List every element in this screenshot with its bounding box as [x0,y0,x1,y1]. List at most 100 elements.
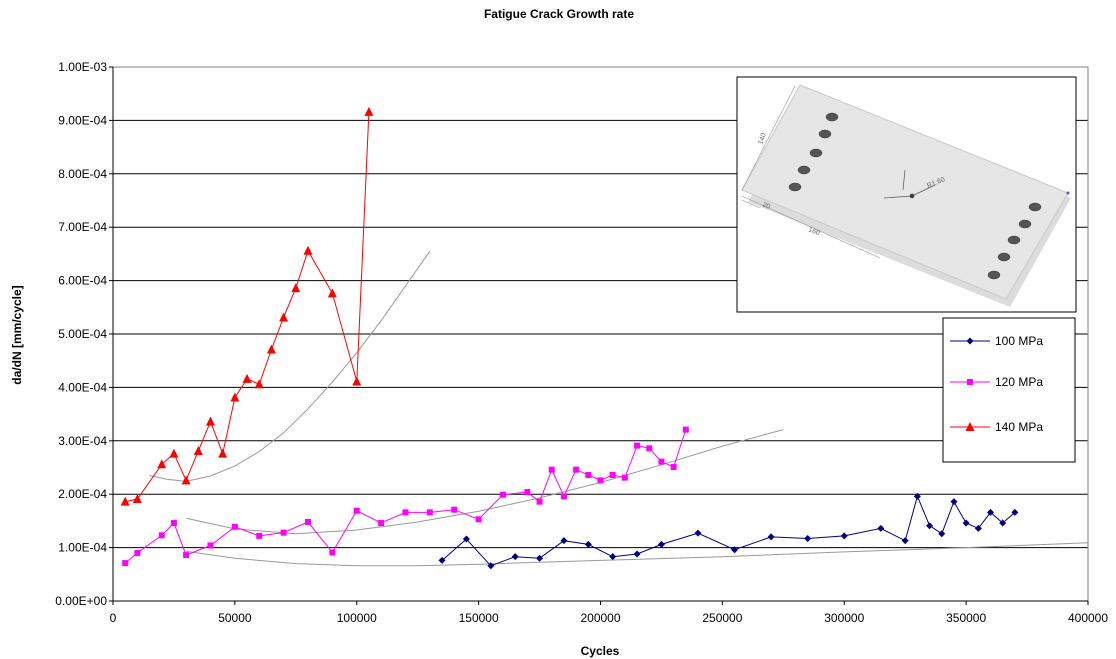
data-point [475,516,482,523]
legend-marker [966,337,974,345]
legend-label: 140 MPa [995,420,1043,434]
data-point [584,540,592,548]
data-point [193,445,203,455]
series-diamond [438,492,1019,570]
x-tick-label: 150000 [459,611,499,625]
y-tick-label: 8.00E-04 [58,167,107,181]
chart-title: Fatigue Crack Growth rate [484,7,634,21]
data-point [500,491,506,498]
data-point [280,529,287,536]
data-point [451,506,458,513]
x-tick-label: 250000 [702,611,742,625]
y-tick-label: 7.00E-04 [58,220,107,234]
data-point [597,477,604,484]
data-point [840,532,848,540]
data-point [352,376,362,386]
x-axis-ticks: 0 50000 100000 150000 200000 250000 300000 3500… [110,600,1108,625]
data-point [183,552,190,559]
data-point [585,471,592,478]
data-point [120,496,130,506]
x-tick-label: 0 [110,611,117,625]
data-point [901,537,909,545]
data-point [207,542,214,549]
y-tick-label: 0.00E+00 [55,594,107,608]
data-point [536,498,543,505]
x-tick-label: 200000 [580,611,620,625]
data-point [731,546,739,554]
data-point [353,507,360,514]
specimen-plate [741,84,1069,300]
data-point [926,522,934,530]
data-point [303,245,313,255]
inset-dimension-label: 20 [761,201,771,210]
x-axis-title: Cycles [581,644,620,658]
legend: 100 MPa 120 MPa 140 MPa [942,317,1076,463]
trendline [186,542,1089,567]
data-point [694,529,702,537]
data-point [279,312,289,322]
series-group [120,106,1019,570]
data-point [938,530,946,538]
data-point [438,556,446,564]
data-point [157,459,167,469]
data-point [682,426,689,433]
trendline [149,250,431,482]
data-point [877,524,885,532]
data-point [962,519,970,527]
data-point [609,471,616,478]
data-point [402,509,409,516]
data-point [634,442,641,449]
y-axis-title: da/dN [mm/cycle] [10,285,24,384]
y-tick-label: 2.00E-04 [58,487,107,501]
data-point [511,553,519,561]
data-point [158,532,165,539]
legend-marker [965,422,975,431]
inset-dimension-label: 160 [807,226,821,237]
data-point [658,458,665,465]
data-point [487,562,495,570]
y-tick-label: 3.00E-04 [58,434,107,448]
specimen-inset: 140 20 160 R1.60 [736,76,1077,313]
data-point [1011,508,1019,516]
y-tick-label: 4.00E-04 [58,380,107,394]
data-point [169,448,179,458]
data-point [181,475,191,485]
data-point [132,494,142,504]
specimen-notch [883,169,936,199]
data-point [999,519,1007,527]
y-tick-label: 1.00E-04 [58,541,107,555]
legend-box [942,317,1076,463]
data-point [573,466,580,473]
data-point [426,509,433,516]
series-square [122,426,689,567]
inset-blue-dot [1066,191,1070,195]
data-point [378,520,385,527]
series-triangle [120,106,374,506]
data-point [254,379,264,389]
data-point [524,489,531,496]
data-point [621,474,628,481]
data-point [134,549,141,556]
data-point [987,508,994,516]
data-point [122,560,129,567]
data-point [670,463,677,470]
series-line [125,111,370,503]
x-tick-label: 400000 [1068,611,1108,625]
data-point [804,535,812,543]
data-point [206,416,215,426]
legend-label: 100 MPa [995,334,1043,348]
data-point [657,540,665,548]
data-point [560,537,568,545]
data-point [913,492,921,500]
data-point [462,535,470,543]
y-tick-label: 6.00E-04 [58,274,107,288]
data-point [327,288,337,298]
x-tick-label: 300000 [824,611,864,625]
data-point [950,498,958,506]
data-point [548,466,555,473]
data-point [291,283,301,293]
data-point [609,553,617,561]
x-tick-label: 100000 [337,611,377,625]
data-point [364,106,374,116]
